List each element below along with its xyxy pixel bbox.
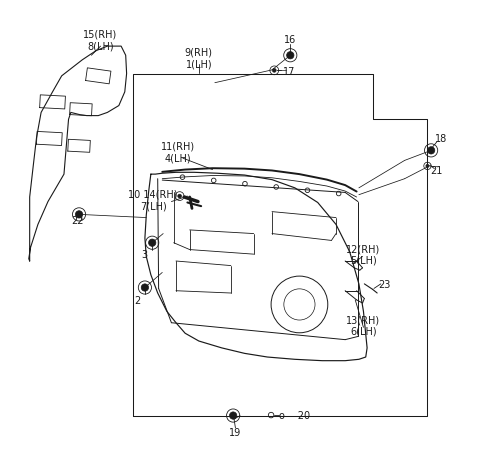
- Circle shape: [272, 69, 276, 73]
- Circle shape: [141, 284, 148, 291]
- Circle shape: [178, 195, 181, 199]
- Circle shape: [428, 147, 435, 155]
- Circle shape: [148, 240, 156, 247]
- Text: 15(RH)
8(LH): 15(RH) 8(LH): [84, 29, 118, 51]
- Text: 18: 18: [435, 133, 447, 143]
- Text: 11(RH)
4(LH): 11(RH) 4(LH): [161, 141, 195, 163]
- Circle shape: [229, 412, 237, 419]
- Text: 13(RH)
6(LH): 13(RH) 6(LH): [347, 314, 381, 336]
- Text: 21: 21: [431, 165, 443, 175]
- Text: 9(RH)
1(LH): 9(RH) 1(LH): [185, 48, 213, 69]
- Text: 22: 22: [72, 215, 84, 225]
- Text: 23: 23: [378, 279, 390, 289]
- Text: 16: 16: [284, 35, 297, 45]
- Text: 10 14(RH)
7(LH): 10 14(RH) 7(LH): [128, 189, 178, 211]
- Text: 17: 17: [283, 67, 296, 77]
- Circle shape: [426, 165, 429, 168]
- Text: o— 20: o— 20: [279, 410, 310, 420]
- Circle shape: [75, 211, 83, 218]
- Text: 12(RH)
5(LH): 12(RH) 5(LH): [347, 244, 381, 265]
- Text: 3: 3: [141, 250, 147, 260]
- Text: 2: 2: [134, 295, 140, 305]
- Circle shape: [287, 52, 294, 60]
- Text: 19: 19: [229, 427, 241, 437]
